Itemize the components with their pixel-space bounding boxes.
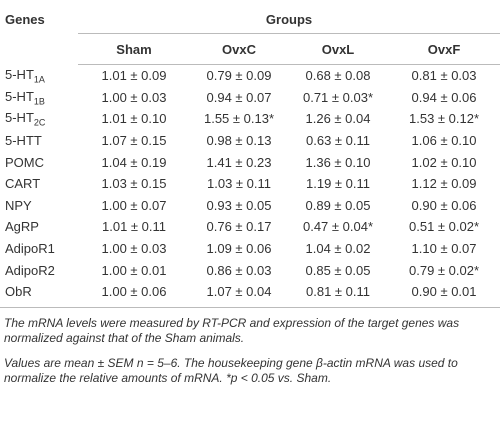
value-cell: 1.00 ± 0.06 — [78, 280, 190, 308]
value-cell: 1.41 ± 0.23 — [206, 154, 272, 170]
value-cell: 1.19 ± 0.11 — [306, 176, 370, 192]
table-row: NPY 1.00 ± 0.07 0.93 ± 0.05 0.89 ± 0.05 0.90… — [0, 195, 500, 217]
value-cell: 0.81 ± 0.11 — [288, 280, 388, 308]
value-cell: 0.85 ± 0.05 — [305, 262, 371, 278]
gene-name: ObR — [5, 284, 32, 300]
value-cell: 1.01 ± 0.10 — [101, 111, 167, 127]
header-row: Sham OvxC OvxL OvxF — [0, 33, 500, 65]
gene-cell: AdipoR1 — [0, 238, 78, 260]
value-cell: 1.09 ± 0.06 — [206, 241, 272, 257]
gene-name: AdipoR1 — [5, 241, 55, 257]
value-cell: 1.01 ± 0.09 — [101, 68, 167, 84]
gene-subscript: 1A — [33, 74, 45, 85]
value-cell: 1.04 ± 0.02 — [305, 241, 371, 257]
table-row: 5-HT1B 1.00 ± 0.03 0.94 ± 0.07 0.71 ± 0.03*… — [0, 87, 500, 109]
gene-cell: 5-HT1A — [0, 65, 78, 87]
table-row: 5-HTT 1.07 ± 0.15 0.98 ± 0.13 0.63 ± 0.11 1.… — [0, 130, 500, 152]
value-cell: 1.00 ± 0.03 — [101, 241, 167, 257]
value-cell: 0.47 ± 0.04* — [302, 219, 374, 235]
value-cell: 0.79 ± 0.09 — [206, 68, 272, 84]
value-cell: 0.90 ± 0.06 — [411, 197, 477, 213]
table-row: AgRP 1.01 ± 0.11 0.76 ± 0.17 0.47 ± 0.04* 0.… — [0, 216, 500, 238]
gene-name: 5-HTT — [5, 133, 42, 149]
gene-subscript: 2C — [33, 117, 46, 128]
column-header: OvxF — [388, 33, 500, 65]
value-cell: 1.03 ± 0.11 — [207, 176, 271, 192]
gene-name: 5-HT — [5, 88, 34, 104]
header-cell: Groups — [78, 6, 500, 34]
note: The mRNA levels were measured by RT-PCR … — [4, 315, 460, 346]
value-cell: 1.10 ± 0.07 — [411, 241, 477, 257]
value-cell: 0.89 ± 0.05 — [305, 197, 371, 213]
value-cell: 1.01 ± 0.11 — [102, 219, 166, 235]
gene-cell: 5-HT2C — [0, 108, 78, 130]
value-cell: 0.94 ± 0.07 — [206, 89, 272, 105]
value-cell: 1.07 ± 0.04 — [190, 280, 288, 308]
table-row: CART 1.03 ± 0.15 1.03 ± 0.11 1.19 ± 0.11 1.1… — [0, 173, 500, 195]
value-cell: 0.63 ± 0.11 — [306, 133, 370, 149]
table-page: Genes Groups Sham OvxC OvxL OvxF 5-HT1A 1.01… — [0, 6, 500, 431]
column-header: OvxL — [288, 33, 388, 65]
table-row: POMC 1.04 ± 0.19 1.41 ± 0.23 1.36 ± 0.10 1.0… — [0, 151, 500, 173]
column-header: Sham — [78, 33, 190, 65]
value-cell: 0.98 ± 0.13 — [206, 133, 272, 149]
value-cell: 1.53 ± 0.12* — [409, 111, 480, 127]
value-cell: 1.36 ± 0.10 — [305, 154, 371, 170]
value-cell: 1.55 ± 0.13* — [203, 111, 275, 127]
value-cell: 0.81 ± 0.03 — [411, 68, 477, 84]
value-cell: 1.00 ± 0.07 — [101, 197, 167, 213]
gene-cell: ObR — [0, 280, 78, 308]
value-cell: 1.02 ± 0.10 — [411, 154, 477, 170]
gene-cell: CART — [0, 173, 78, 195]
header-cell: Genes — [5, 12, 45, 27]
value-cell: 1.07 ± 0.15 — [101, 133, 167, 149]
table-notes: The mRNA levels were measured by RT-PCR … — [0, 308, 500, 387]
value-cell: 0.90 ± 0.01 — [388, 280, 500, 308]
table-row: AdipoR1 1.00 ± 0.03 1.09 ± 0.06 1.04 ± 0.02… — [0, 238, 500, 260]
gene-cell: NPY — [0, 195, 78, 217]
note: Values are mean ± SEM n = 5–6. The house… — [4, 355, 458, 386]
value-cell: 0.79 ± 0.02* — [409, 262, 480, 278]
gene-name: CART — [5, 176, 41, 192]
table-row: 5-HT2C 1.01 ± 0.10 1.55 ± 0.13* 1.26 ± 0.04… — [0, 108, 500, 130]
value-cell: 1.00 ± 0.03 — [101, 89, 167, 105]
table-row: ObR 1.00 ± 0.06 1.07 ± 0.04 0.81 ± 0.11 0.90… — [0, 280, 500, 308]
gene-name: 5-HT — [5, 66, 34, 82]
gene-name: AdipoR2 — [5, 262, 55, 278]
value-cell: 0.76 ± 0.17 — [206, 219, 272, 235]
value-cell: 1.12 ± 0.09 — [411, 176, 477, 192]
gene-name: AgRP — [5, 219, 39, 235]
gene-cell: POMC — [0, 151, 78, 173]
value-cell: 0.51 ± 0.02* — [409, 219, 480, 235]
table-body: 5-HT1A 1.01 ± 0.09 0.79 ± 0.09 0.68 ± 0.08 0… — [0, 65, 500, 308]
gene-cell: 5-HTT — [0, 130, 78, 152]
table-row: AdipoR2 1.00 ± 0.01 0.86 ± 0.03 0.85 ± 0.05… — [0, 259, 500, 281]
value-cell: 0.93 ± 0.05 — [206, 197, 272, 213]
gene-name: POMC — [5, 154, 44, 170]
value-cell: 1.03 ± 0.15 — [101, 176, 167, 192]
gene-name: NPY — [5, 197, 32, 213]
gene-name: 5-HT — [5, 110, 34, 126]
table-row: 5-HT1A 1.01 ± 0.09 0.79 ± 0.09 0.68 ± 0.08 0… — [0, 65, 500, 87]
value-cell: 1.00 ± 0.01 — [101, 262, 167, 278]
value-cell: 0.86 ± 0.03 — [206, 262, 272, 278]
value-cell: 0.94 ± 0.06 — [411, 89, 477, 105]
gene-cell: 5-HT1B — [0, 87, 78, 109]
data-table: Genes Groups Sham OvxC OvxL OvxF 5-HT1A 1.01… — [0, 6, 500, 308]
value-cell: 1.26 ± 0.04 — [305, 111, 371, 127]
gene-cell: AdipoR2 — [0, 259, 78, 281]
gene-cell: AgRP — [0, 216, 78, 238]
header-row: Genes Groups — [0, 6, 500, 34]
value-cell: 1.04 ± 0.19 — [101, 154, 167, 170]
column-header: OvxC — [190, 33, 288, 65]
value-cell: 0.68 ± 0.08 — [305, 68, 371, 84]
gene-subscript: 1B — [33, 96, 45, 107]
value-cell: 0.71 ± 0.03* — [302, 89, 374, 105]
value-cell: 1.06 ± 0.10 — [411, 133, 477, 149]
